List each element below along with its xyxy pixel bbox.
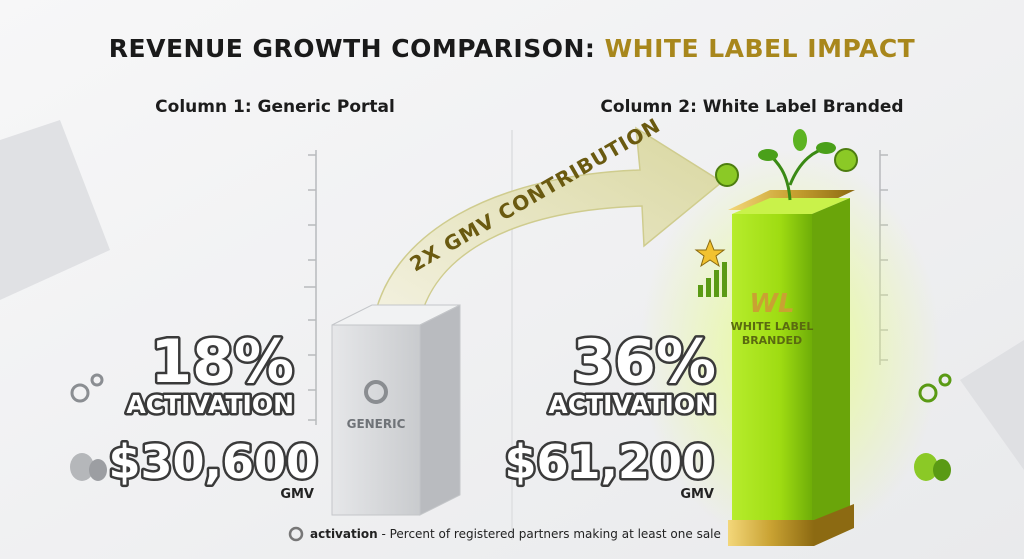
pillar-label: BRANDED <box>742 334 802 347</box>
generic-pillar <box>331 304 461 516</box>
pillar-label: GENERIC <box>347 417 406 431</box>
gear-icons <box>70 373 104 403</box>
pillar-label: WHITE LABEL <box>731 320 814 333</box>
title-highlight: WHITE LABEL IMPACT <box>605 34 916 63</box>
decor <box>0 120 110 300</box>
footnote-term: activation <box>310 527 378 541</box>
gmv-label: GMV <box>280 487 314 502</box>
metric-label: ACTIVATION <box>548 390 716 419</box>
gear-icon <box>288 526 304 542</box>
svg-text:WL: WL <box>749 289 794 319</box>
title: REVENUE GROWTH COMPARISON: WHITE LABEL I… <box>109 34 915 63</box>
growth-arrow <box>371 126 724 331</box>
check-icons <box>694 148 858 297</box>
gmv-value: $61,200 <box>504 435 714 489</box>
activation-percent: 18% <box>150 327 294 397</box>
gear-icons <box>918 373 952 403</box>
decor <box>960 340 1024 470</box>
column-heading: Column 2: White Label Branded <box>600 97 903 117</box>
white-label-pillar: WL <box>728 129 855 546</box>
footnote-definition: - Percent of registered partners making … <box>378 527 721 541</box>
title-prefix: REVENUE GROWTH COMPARISON: <box>109 34 605 63</box>
activation-percent: 36% <box>572 327 716 397</box>
footnote: activation - Percent of registered partn… <box>310 527 721 541</box>
gmv-value: $30,600 <box>108 435 318 489</box>
metric-label: ACTIVATION <box>126 390 294 419</box>
gmv-label: GMV <box>680 487 714 502</box>
column-heading: Column 1: Generic Portal <box>155 97 395 117</box>
money-icons <box>70 453 951 481</box>
